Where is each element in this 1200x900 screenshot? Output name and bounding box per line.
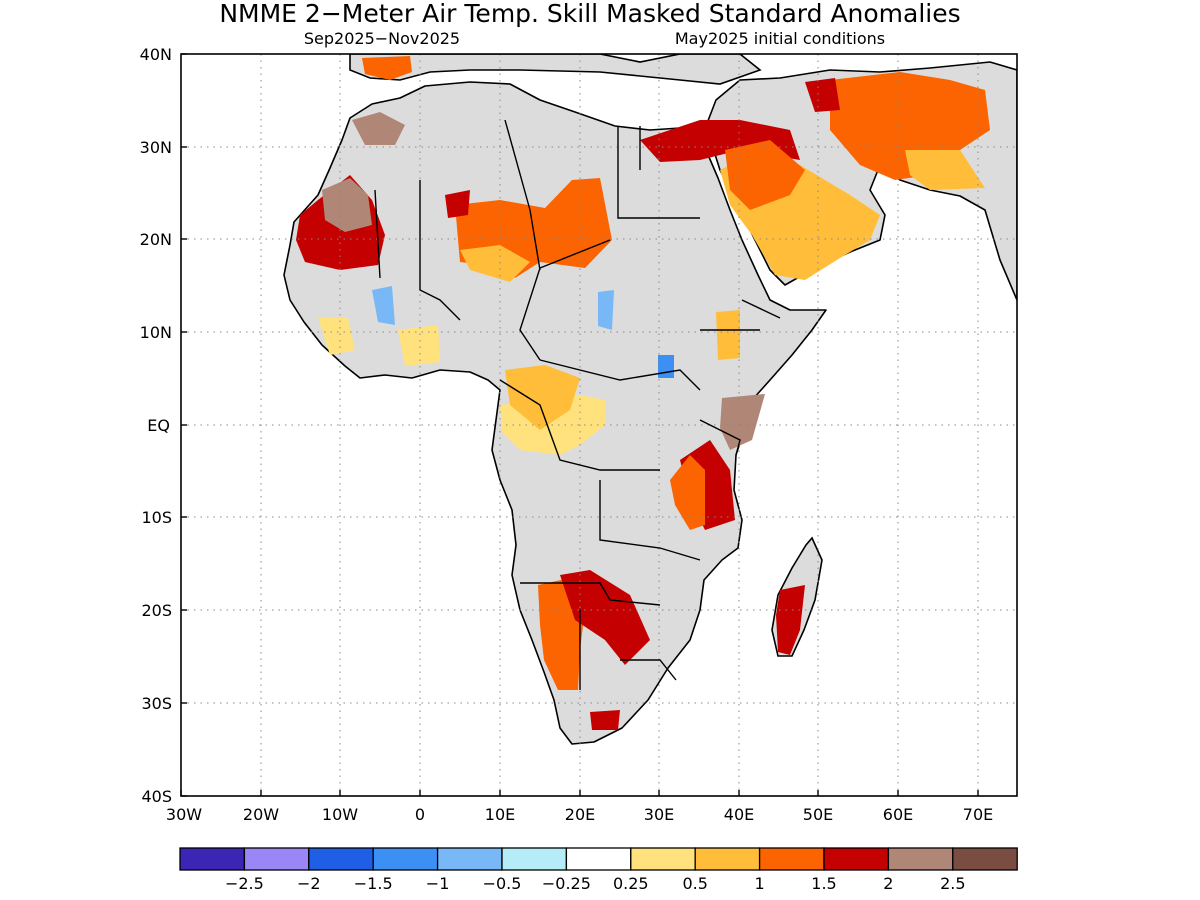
colorbar-swatch <box>823 847 890 871</box>
sahel-red-patch <box>445 190 470 218</box>
colorbar-swatch <box>758 847 825 871</box>
colorbar-swatch <box>694 847 761 871</box>
lat-tick-label: 10N <box>140 323 172 342</box>
colorbar-label: −1.5 <box>354 874 393 893</box>
morocco-brown <box>352 112 405 145</box>
map-plot-area: 30W 20W 10W 0 10E 20E 30E 40E 50E 60E 70… <box>140 45 1018 824</box>
guinea-blue <box>372 286 395 325</box>
lon-tick-label: 10W <box>322 805 358 824</box>
lon-tick-label: 50E <box>803 805 833 824</box>
congo-orange <box>505 365 580 430</box>
lat-tick-label: 10S <box>141 508 172 527</box>
central-sahel-yellow <box>460 245 530 282</box>
colorbar-swatch <box>501 847 568 871</box>
iran-red <box>805 78 840 112</box>
colorbar-swatch <box>630 847 696 871</box>
colorbar-label: −2.5 <box>225 874 264 893</box>
country-borders <box>374 119 781 690</box>
lat-tick-label: 30N <box>140 138 172 157</box>
western-sahara-brown <box>322 178 372 232</box>
colorbar-swatch <box>308 847 374 871</box>
map-title: NMME 2−Meter Air Temp. Skill Masked Stan… <box>219 0 960 28</box>
lat-tick-label: 40N <box>140 45 172 64</box>
lon-tick-label: 60E <box>883 805 913 824</box>
colorbar-label: 0.25 <box>613 874 649 893</box>
colorbar-label: −2 <box>297 874 321 893</box>
colorbar-swatch <box>243 847 310 871</box>
lon-axis-labels: 30W 20W 10W 0 10E 20E 30E 40E 50E 60E 70… <box>166 805 993 824</box>
colorbar: −2.5 −2 −1.5 −1 −0.5 −0.25 0.25 0.5 1 1.5 2 2.5 <box>179 847 1018 893</box>
madagascar-anomaly <box>776 585 805 655</box>
colorbar-swatch <box>372 847 439 871</box>
iran-yellow <box>905 150 985 190</box>
sudan-blue <box>598 290 614 330</box>
lon-tick-label: 40E <box>724 805 754 824</box>
lon-tick-label: 70E <box>963 805 993 824</box>
colorbar-label: 1 <box>755 874 765 893</box>
lat-tick-label: EQ <box>147 416 170 435</box>
colorbar-swatch <box>436 847 503 871</box>
ethiopia-yellow <box>716 310 740 360</box>
lon-tick-label: 30W <box>166 805 202 824</box>
lat-axis-labels: 40N 30N 20N 10N EQ 10S 20S 30S 40S <box>140 45 172 806</box>
lat-tick-label: 40S <box>141 787 172 806</box>
ghana-yellow <box>398 325 440 366</box>
lat-tick-label: 20S <box>141 601 172 620</box>
west-africa-yellow <box>318 318 355 355</box>
map-subtitle-right: May2025 initial conditions <box>675 29 885 48</box>
colorbar-label: 2.5 <box>940 874 965 893</box>
south-sudan-blue <box>658 355 674 378</box>
east-africa-orange <box>670 455 705 530</box>
lon-tick-label: 20E <box>565 805 595 824</box>
map-subtitle-left: Sep2025−Nov2025 <box>304 29 460 48</box>
lat-tick-label: 30S <box>141 694 172 713</box>
lon-tick-label: 20W <box>243 805 279 824</box>
colorbar-label: −0.25 <box>542 874 591 893</box>
south-africa-red <box>590 710 620 730</box>
colorbar-swatch <box>179 847 246 871</box>
lon-tick-label: 30E <box>644 805 674 824</box>
colorbar-label: −1 <box>426 874 450 893</box>
colorbar-swatch <box>887 847 954 871</box>
colorbar-label: 2 <box>883 874 893 893</box>
colorbar-label: −0.5 <box>483 874 522 893</box>
grid-lines <box>181 54 1017 796</box>
lon-tick-label: 10E <box>485 805 515 824</box>
lat-tick-label: 20N <box>140 230 172 249</box>
colorbar-swatch <box>952 847 1018 871</box>
morocco-orange <box>362 56 412 80</box>
lon-tick-label: 0 <box>415 805 425 824</box>
colorbar-label: 0.5 <box>682 874 707 893</box>
tick-marks <box>180 53 979 797</box>
namibia-red <box>560 570 650 665</box>
arabia-orange <box>725 140 805 210</box>
colorbar-label: 1.5 <box>811 874 836 893</box>
colorbar-swatch <box>565 847 632 871</box>
